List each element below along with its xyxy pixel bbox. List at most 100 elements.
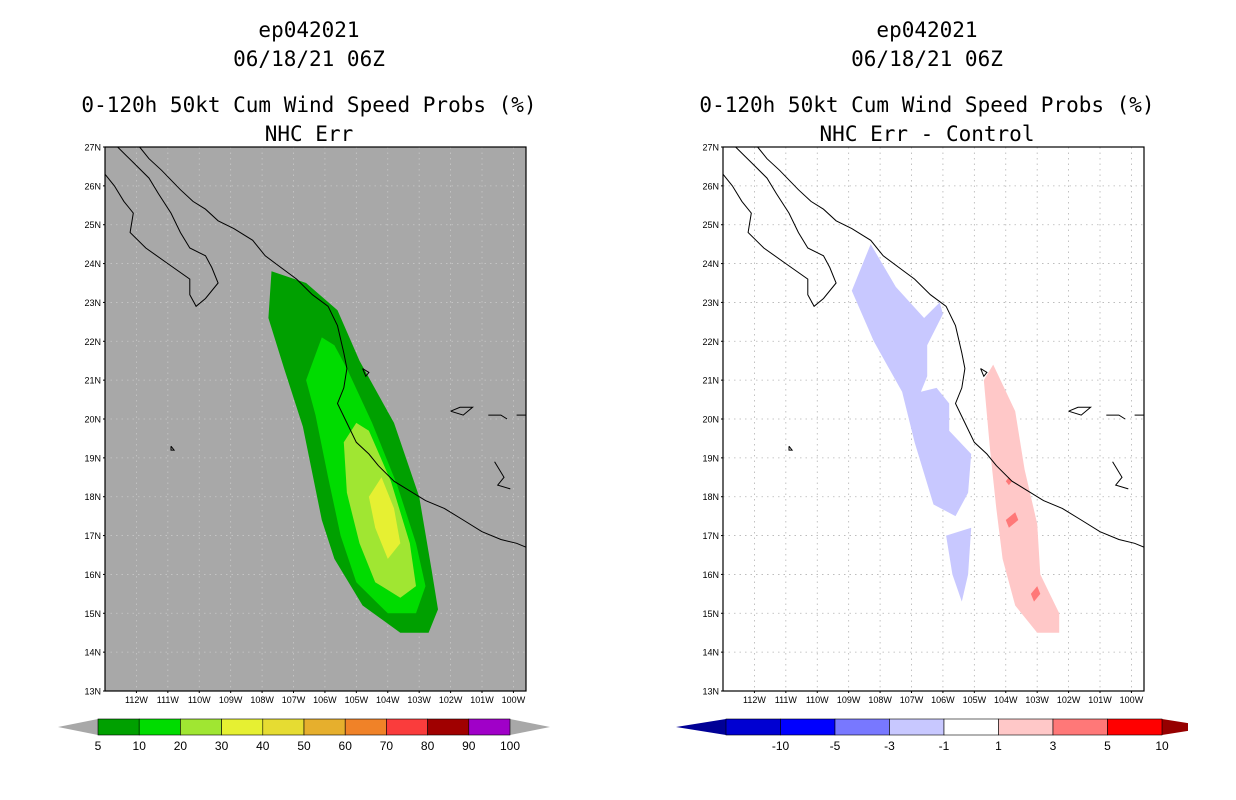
lat-tick-label: 23N: [84, 298, 101, 308]
colorbar-label: -10: [772, 739, 790, 753]
island-outline: [362, 368, 370, 378]
colorbar-label: -5: [830, 739, 841, 753]
colorbar-label: 5: [1104, 739, 1111, 753]
lat-tick-label: 21N: [84, 376, 101, 386]
island-outline: [494, 461, 511, 490]
lon-tick-label: 100W: [1120, 695, 1144, 705]
left-map-title: 0-120h 50kt Cum Wind Speed Probs (%): [81, 93, 537, 117]
lat-tick-label: 21N: [702, 376, 719, 386]
island-outline: [980, 368, 988, 378]
island-outline: [1106, 414, 1126, 420]
lat-tick-label: 22N: [702, 337, 719, 347]
colorbar-label: 30: [215, 739, 229, 753]
lon-tick-label: 104W: [376, 695, 400, 705]
colorbar-label: 70: [380, 739, 394, 753]
lat-tick-label: 16N: [84, 570, 101, 580]
colorbar-label: 10: [1155, 739, 1169, 753]
lat-tick-label: 17N: [702, 531, 719, 541]
lat-tick-label: 15N: [702, 609, 719, 619]
lon-tick-label: 103W: [407, 695, 431, 705]
lon-tick-label: 107W: [900, 695, 924, 705]
colorbar-swatch: [780, 718, 836, 736]
lon-tick-label: 111W: [775, 695, 798, 705]
lon-tick-label: 106W: [931, 695, 955, 705]
right-map-title: 0-120h 50kt Cum Wind Speed Probs (%): [699, 93, 1155, 117]
contour-level-3: [368, 477, 401, 559]
contour-level-4: [1030, 586, 1041, 602]
contour-level-0: [851, 244, 972, 517]
contour-level-1: [946, 527, 972, 602]
lat-tick-label: 27N: [702, 143, 719, 153]
coastline: [722, 146, 837, 308]
lon-tick-label: 107W: [282, 695, 306, 705]
colorbar-swatch: [1052, 718, 1108, 736]
right-map: 27N 26N 25N 24N 23N 22N 21N 20N 19N 18N 17N 16N 15N 1…: [702, 143, 1145, 705]
lon-tick-label: 109W: [837, 695, 861, 705]
coastline: [757, 146, 1145, 548]
lat-tick-label: 13N: [702, 687, 719, 697]
colorbar-swatch: [386, 718, 428, 736]
lon-tick-label: 109W: [219, 695, 243, 705]
lon-tick-label: 102W: [439, 695, 463, 705]
colorbar-label: -1: [939, 739, 950, 753]
colorbar-swatch: [303, 718, 346, 736]
lon-tick-label: 111W: [157, 695, 180, 705]
colorbar-swatch: [468, 718, 511, 736]
colorbar-swatch: [998, 718, 1054, 736]
colorbar-label: 5: [95, 739, 102, 753]
island-outline: [1112, 461, 1129, 490]
left-map: 27N 26N 25N 24N 23N 22N 21N 20N 19N 18N 17N 16N 15N 1…: [84, 143, 527, 705]
right-storm-id: ep042021: [876, 18, 978, 42]
lat-tick-label: 13N: [84, 687, 101, 697]
lon-tick-label: 106W: [313, 695, 337, 705]
right-title-block: ep042021 06/18/21 06Z 0-120h 50kt Cum Wi…: [647, 16, 1207, 149]
colorbar-high-arrow: [1162, 719, 1188, 735]
coastline: [139, 146, 527, 548]
lat-tick-label: 14N: [702, 648, 719, 658]
right-map-subtitle: NHC Err - Control: [819, 122, 1035, 146]
colorbar-label: 60: [339, 739, 353, 753]
colorbar-swatch: [344, 718, 387, 736]
island-outline: [488, 414, 508, 420]
lon-tick-label: 105W: [345, 695, 369, 705]
lat-tick-label: 18N: [702, 492, 719, 502]
lat-tick-label: 23N: [702, 298, 719, 308]
colorbar-low-arrow: [58, 719, 98, 735]
lon-tick-label: 110W: [188, 695, 211, 705]
colorbar-label: 50: [297, 739, 311, 753]
colorbar-swatch: [221, 718, 264, 736]
colorbar-label: 10: [133, 739, 147, 753]
colorbar-swatch: [889, 718, 945, 736]
lon-tick-label: 101W: [470, 695, 494, 705]
lat-tick-label: 17N: [84, 531, 101, 541]
colorbar-swatch: [725, 718, 781, 736]
colorbar-swatch: [138, 718, 181, 736]
lat-tick-label: 19N: [84, 453, 101, 463]
lat-tick-label: 20N: [702, 415, 719, 425]
lon-tick-label: 105W: [963, 695, 987, 705]
lat-tick-label: 24N: [84, 259, 101, 269]
lat-tick-label: 16N: [702, 570, 719, 580]
colorbar-swatch: [180, 718, 222, 736]
lon-tick-label: 108W: [250, 695, 274, 705]
colorbar-label: 3: [1050, 739, 1057, 753]
lat-tick-label: 14N: [84, 648, 101, 658]
colorbar-swatch: [943, 718, 999, 736]
left-colorbar: 5 10 20 30 40 50 60 70 80 90 100: [58, 718, 550, 753]
lon-tick-label: 104W: [994, 695, 1018, 705]
lat-tick-label: 15N: [84, 609, 101, 619]
lat-tick-label: 19N: [702, 453, 719, 463]
lat-tick-label: 24N: [702, 259, 719, 269]
colorbar-label: 1: [995, 739, 1002, 753]
lon-tick-label: 102W: [1057, 695, 1081, 705]
colorbar-label: -3: [884, 739, 895, 753]
colorbar-label: 100: [500, 739, 520, 753]
lon-tick-label: 110W: [806, 695, 829, 705]
lon-tick-label: 101W: [1088, 695, 1112, 705]
lon-tick-label: 108W: [868, 695, 892, 705]
contour-level-5: [1005, 477, 1012, 486]
contour-level-3: [1005, 512, 1019, 528]
colorbar-label: 40: [256, 739, 270, 753]
lon-tick-label: 112W: [125, 695, 148, 705]
left-storm-id: ep042021: [258, 18, 360, 42]
